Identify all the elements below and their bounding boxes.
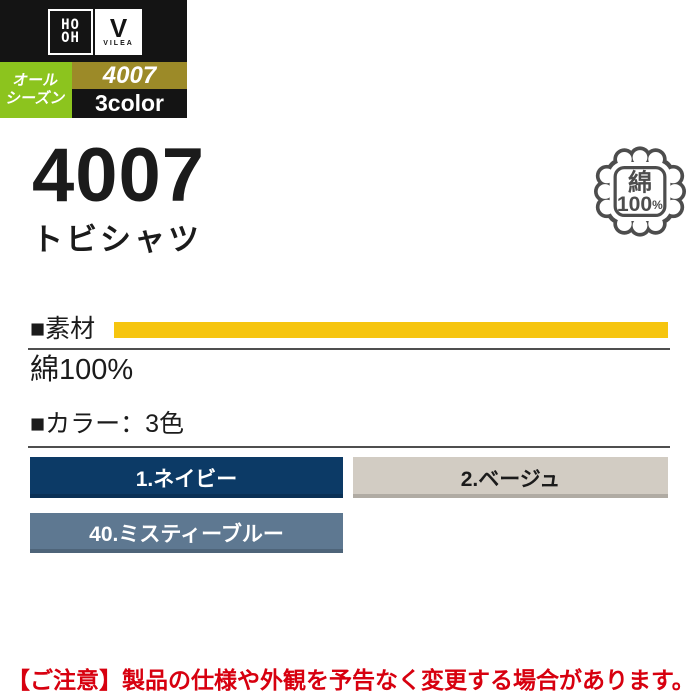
color-swatch-navy: 1.ネイビー — [30, 457, 343, 498]
stamp-text-100: 100 — [617, 193, 652, 216]
vilea-label: VILEA — [103, 40, 134, 47]
page-title-product-code: 4007 — [32, 133, 206, 218]
color-swatch-beige: 2.ベージュ — [353, 457, 668, 498]
material-value: 綿100% — [30, 354, 134, 386]
material-divider — [28, 348, 670, 350]
stamp-text-cotton: 綿 — [628, 169, 652, 197]
caution-notice: 【ご注意】製品の仕様や外観を予告なく変更する場合があります。 — [7, 667, 695, 693]
badge-color-count: 3color — [72, 89, 187, 118]
badge-product-code: 4007 — [72, 62, 187, 89]
cotton-100-stamp-icon: 綿 100 % — [594, 146, 686, 237]
badge-season-line1: オール — [12, 72, 61, 89]
stamp-inner-frame — [613, 165, 667, 218]
vilea-logo: V VILEA — [95, 9, 142, 55]
vilea-v-icon: V — [109, 13, 128, 43]
product-name: トビシャツ — [32, 222, 202, 257]
color-section-heading: ■カラー：3色 — [30, 410, 185, 438]
badge-all-season: オール シーズン — [0, 62, 72, 118]
hooh-logo-icon: HO OH — [48, 9, 93, 55]
color-swatch-misty-blue: 40.ミスティーブルー — [30, 513, 343, 553]
hooh-logo-top: HO — [61, 17, 80, 33]
badge-season-line2: シーズン — [4, 90, 68, 107]
material-accent-bar — [114, 322, 668, 338]
material-section-heading: ■素材 — [30, 315, 96, 343]
color-divider — [28, 446, 670, 448]
brand-band: HO OH V VILEA — [0, 0, 187, 62]
hooh-logo-bottom: OH — [61, 30, 80, 46]
stamp-text-percent: % — [652, 198, 663, 212]
stamp-inner-cloud — [597, 150, 683, 233]
